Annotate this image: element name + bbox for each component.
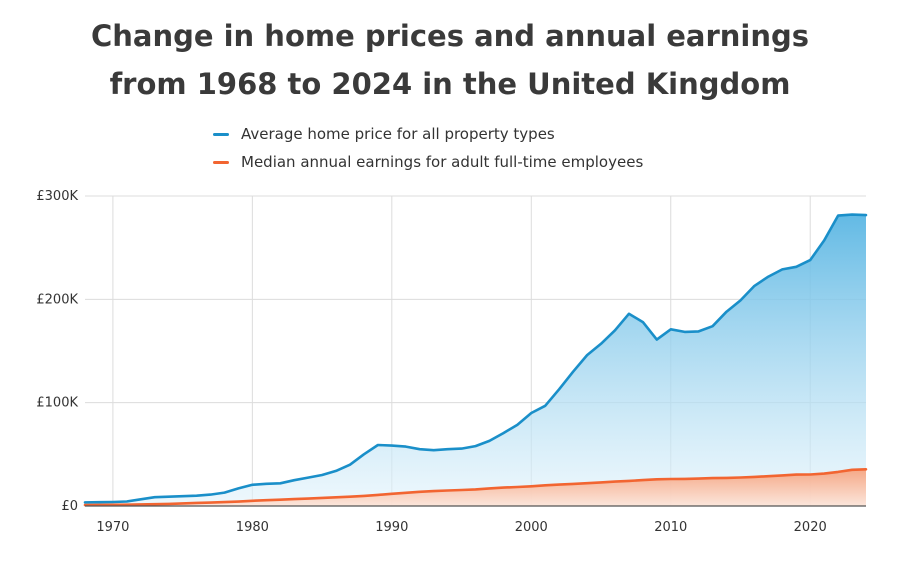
legend-label-home-price: Average home price for all property type… <box>241 125 555 143</box>
y-tick-label: £200K <box>36 292 78 307</box>
area-home-price <box>85 214 866 506</box>
x-tick-label: 2010 <box>654 520 687 535</box>
area-earnings <box>85 469 866 506</box>
line-home-price <box>83 213 868 504</box>
axes: £0 £100K £200K £300K 1970 1980 1990 2000 2010 202… <box>36 189 866 535</box>
legend-item-home-price: Average home price for all property type… <box>213 120 643 148</box>
legend-item-earnings: Median annual earnings for adult full-ti… <box>213 148 643 176</box>
legend: Average home price for all property type… <box>213 120 643 176</box>
legend-swatch-home-price <box>213 132 229 136</box>
series-lines <box>83 213 868 507</box>
legend-swatch-earnings <box>213 160 229 164</box>
x-tick-label: 2020 <box>794 520 827 535</box>
title-line-2: from 1968 to 2024 in the United Kingdom <box>109 67 791 101</box>
y-tick-label: £0 <box>61 499 78 514</box>
x-tick-label: 2000 <box>515 520 548 535</box>
title-line-1: Change in home prices and annual earning… <box>90 19 810 53</box>
x-tick-label: 1970 <box>96 520 129 535</box>
legend-label-earnings: Median annual earnings for adult full-ti… <box>241 153 644 171</box>
chart-title: Change in home prices and annual earning… <box>0 12 900 108</box>
x-tick-label: 1980 <box>236 520 269 535</box>
y-tick-label: £100K <box>36 396 78 411</box>
y-tick-label: £300K <box>36 189 78 204</box>
areas <box>85 214 866 506</box>
x-tick-label: 1990 <box>375 520 408 535</box>
line-earnings <box>83 468 868 507</box>
